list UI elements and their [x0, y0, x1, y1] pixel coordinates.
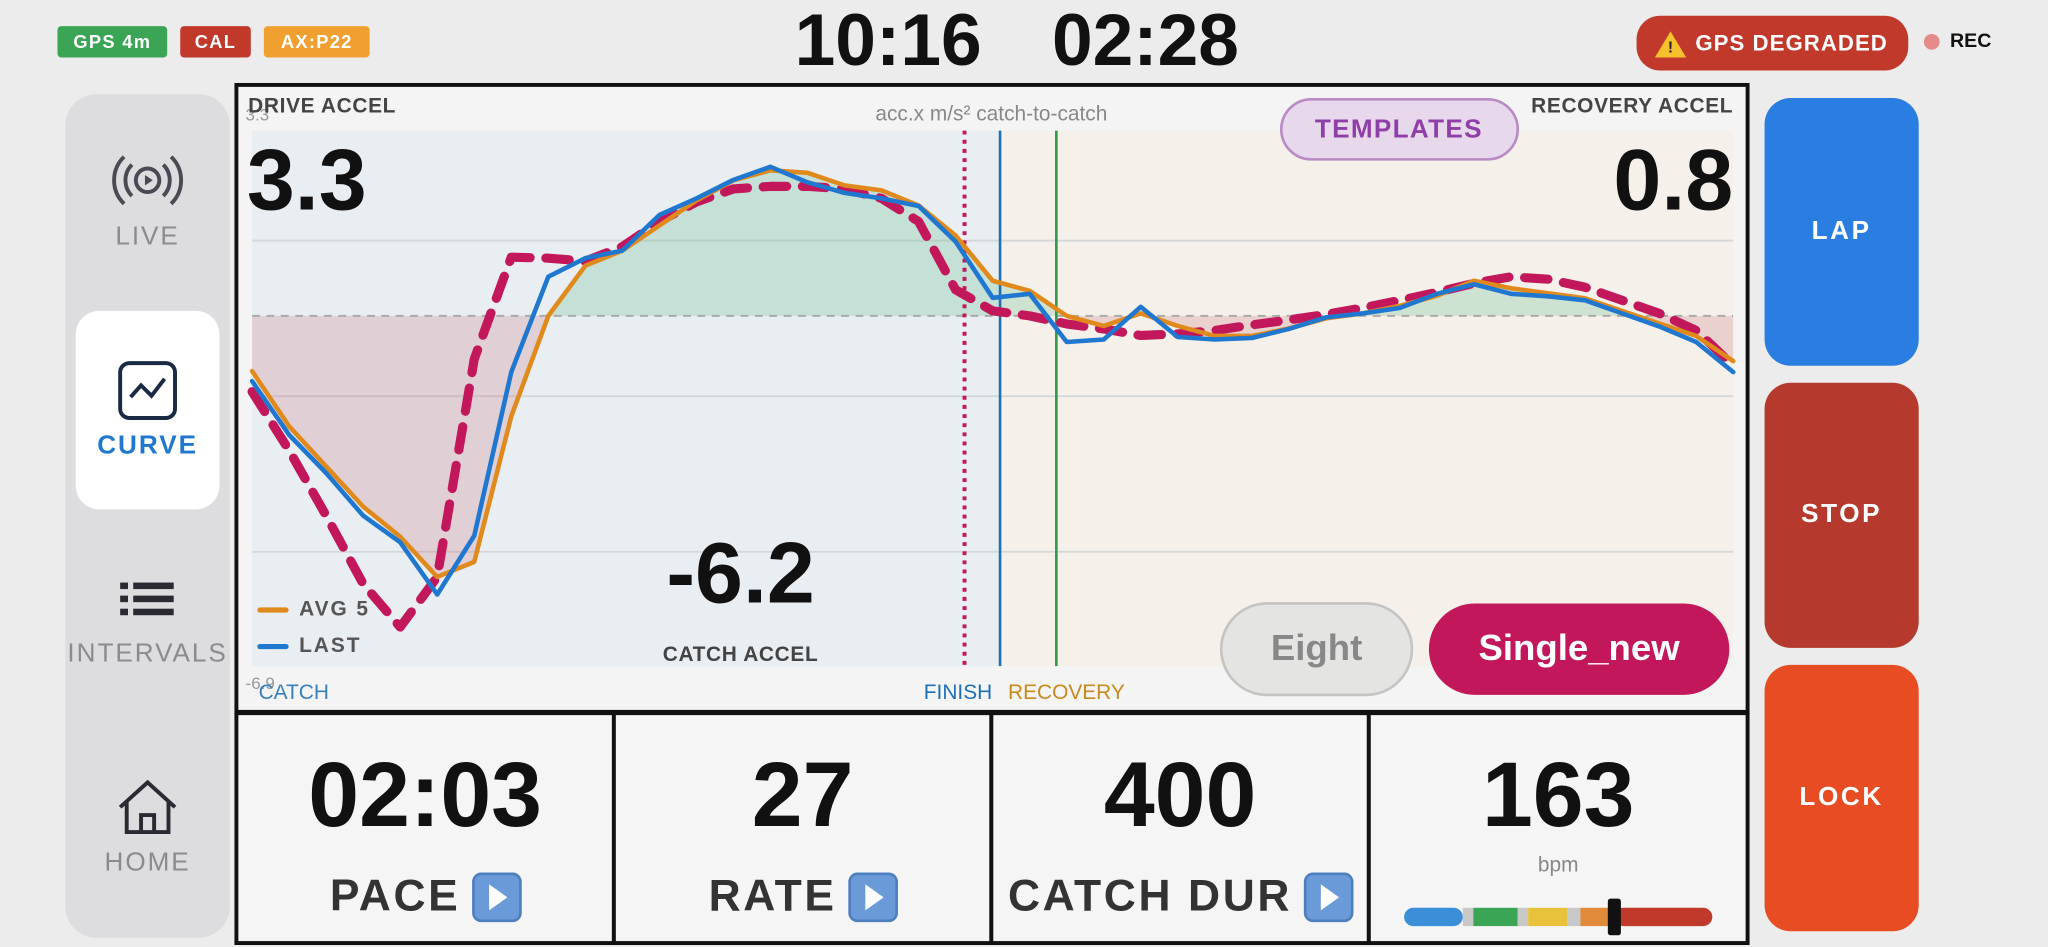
readout-label: DRIVE ACCEL	[248, 95, 396, 118]
hr-zone	[1528, 907, 1568, 927]
home-icon	[118, 779, 177, 834]
metric-icon-play	[865, 884, 884, 911]
action-button[interactable]	[1764, 382, 1919, 648]
drive-region	[252, 130, 1001, 667]
clock: 10:16	[795, 0, 982, 81]
action-label[interactable]: LAP	[1812, 215, 1872, 245]
action-button[interactable]	[1764, 664, 1919, 932]
series-line	[249, 168, 1736, 580]
phase-label: RECOVERY	[1008, 681, 1125, 704]
status-badge-text: GPS 4m	[73, 31, 151, 52]
hr-zone	[1517, 907, 1529, 927]
alert-text: GPS DEGRADED	[1695, 30, 1888, 55]
metric-tile[interactable]	[611, 711, 994, 946]
metric-label: CATCH DUR	[1008, 871, 1292, 920]
template-option[interactable]	[1219, 602, 1414, 697]
y-tick-label: 3.3	[246, 106, 270, 125]
hr-zone	[1614, 907, 1713, 927]
negative-area	[252, 315, 1734, 577]
alert-icon-mark: !	[1668, 39, 1673, 56]
template-option-label[interactable]: Single_new	[1479, 627, 1681, 668]
readout-value: -6.2	[666, 526, 815, 622]
hr-zone	[1580, 907, 1615, 927]
metric-label: PACE	[330, 871, 461, 920]
status-badge-text: AX:P22	[281, 31, 353, 52]
nav-label[interactable]: CURVE	[97, 430, 198, 460]
recovery-region	[1000, 130, 1734, 667]
metric-value: 02:03	[308, 744, 542, 846]
legend-label: LAST	[299, 634, 361, 657]
start-label: CATCH	[259, 681, 329, 704]
nav-selected-card	[75, 310, 220, 510]
template-option-label[interactable]: Eight	[1271, 627, 1362, 668]
readout-label: CATCH ACCEL	[663, 643, 819, 666]
metric-unit: bpm	[1538, 854, 1579, 877]
status-badge-text: CAL	[195, 31, 236, 52]
readout-value: 3.3	[247, 133, 367, 229]
hr-indicator	[1607, 898, 1621, 936]
live-icon	[112, 155, 184, 206]
metric-value: 27	[752, 744, 854, 846]
status-badge	[263, 26, 370, 58]
hr-zone	[1567, 907, 1581, 927]
nav-label[interactable]: LIVE	[115, 221, 179, 251]
positive-area	[548, 170, 1637, 316]
templates-button[interactable]	[1280, 97, 1520, 161]
alert-icon	[1654, 31, 1687, 58]
action-label[interactable]: STOP	[1801, 498, 1882, 528]
clock: 02:28	[1052, 0, 1239, 81]
readout-value: 0.8	[1613, 133, 1733, 229]
hr-zone	[1404, 907, 1463, 927]
metric-value: 400	[1104, 744, 1257, 846]
nav-label[interactable]: HOME	[105, 846, 191, 876]
readout-label: RECOVERY ACCEL	[1531, 95, 1733, 118]
metric-label: RATE	[709, 871, 837, 920]
nav-label[interactable]: INTERVALS	[67, 637, 227, 667]
hr-zone	[1462, 907, 1474, 927]
action-button[interactable]	[1764, 97, 1919, 366]
alert-pill	[1636, 15, 1909, 71]
legend-label: AVG 5	[299, 598, 370, 621]
metric-icon-play	[1320, 884, 1340, 911]
nav-panel	[65, 94, 230, 938]
phase-label: FINISH	[924, 681, 992, 704]
plot	[247, 130, 1738, 667]
action-label[interactable]: LOCK	[1799, 781, 1883, 811]
metric-value: 163	[1482, 744, 1635, 846]
rec-dot	[1923, 33, 1940, 50]
metric-tile[interactable]	[1366, 711, 1750, 946]
hr-zone	[1473, 907, 1518, 927]
rec-text: REC	[1950, 30, 1991, 52]
curve-icon	[118, 361, 177, 420]
y-tick-label: -6.9	[246, 674, 275, 693]
status-badge	[57, 26, 168, 58]
status-badge	[180, 26, 251, 58]
template-option[interactable]	[1428, 603, 1730, 695]
metric-icon-play	[489, 884, 508, 911]
intervals-icon	[120, 582, 174, 616]
chart-subtitle: acc.x m/s² catch-to-catch	[875, 102, 1107, 125]
metric-tile[interactable]	[234, 711, 616, 946]
templates-button-label[interactable]: TEMPLATES	[1315, 114, 1483, 144]
series-line	[249, 164, 1736, 597]
